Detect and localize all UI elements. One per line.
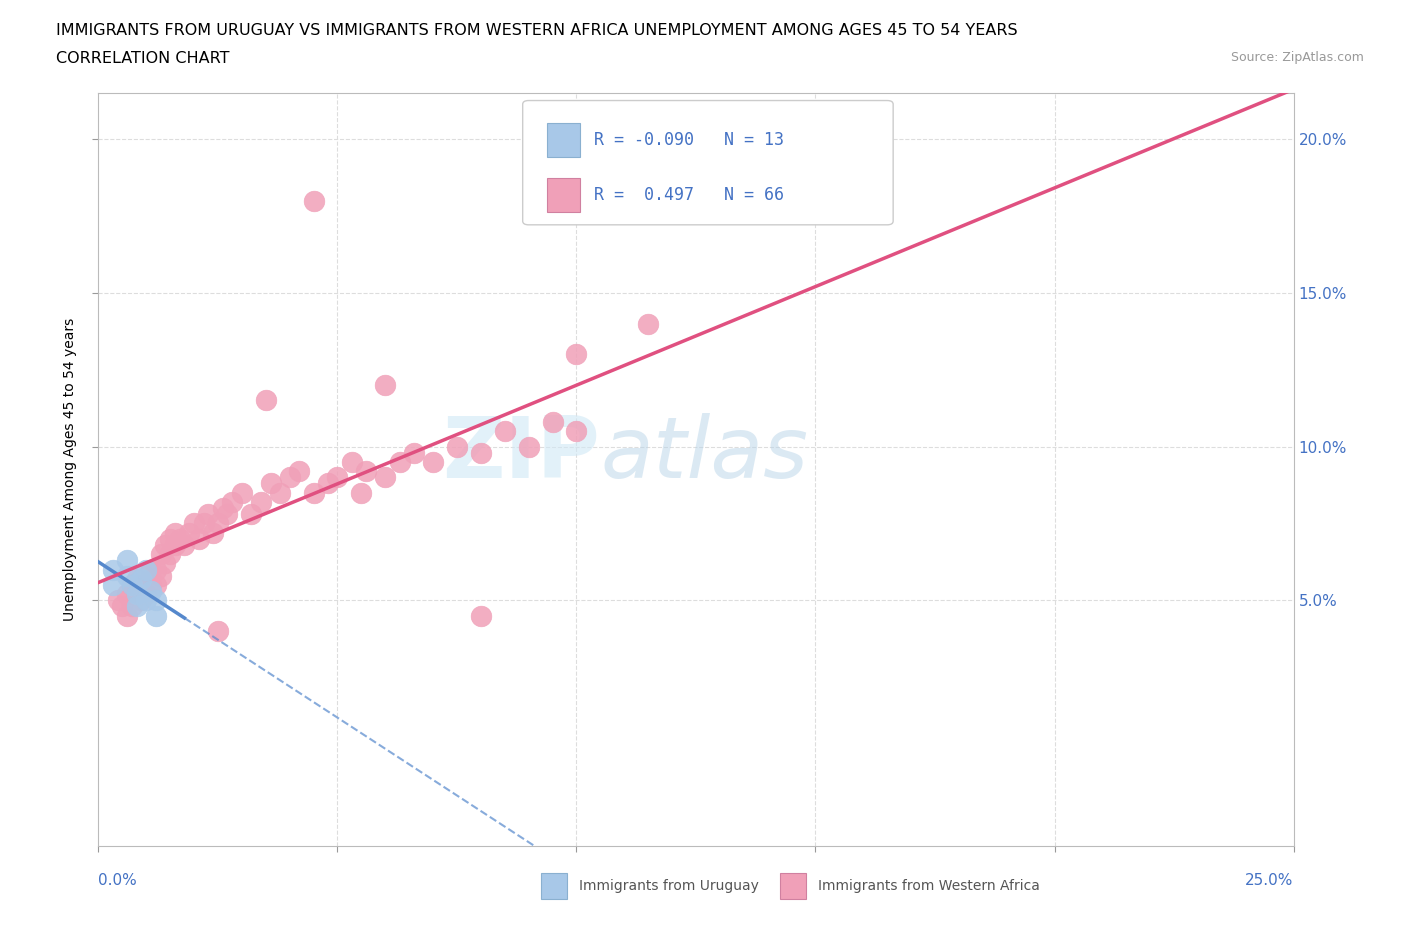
Text: R =  0.497   N = 66: R = 0.497 N = 66 (595, 186, 785, 204)
Point (131, 571, 153, 586)
Point (302, 485, 325, 500)
Point (125, 587, 148, 602)
Text: Immigrants from Uruguay: Immigrants from Uruguay (579, 879, 759, 893)
Point (125, 587, 148, 602)
Point (221, 495, 243, 510)
Point (135, 593, 157, 608)
Point (637, 316, 659, 331)
Point (145, 562, 167, 577)
Point (145, 608, 167, 623)
Text: atlas: atlas (600, 413, 808, 496)
Point (316, 476, 339, 491)
Point (149, 568, 172, 583)
Bar (547, 178, 581, 212)
Point (159, 531, 181, 546)
Text: CORRELATION CHART: CORRELATION CHART (56, 51, 229, 66)
Point (250, 495, 273, 510)
Point (135, 562, 157, 577)
Point (402, 445, 425, 460)
Point (254, 393, 277, 408)
Point (145, 578, 167, 592)
Point (183, 516, 205, 531)
Point (354, 464, 377, 479)
Point (517, 439, 540, 454)
Point (131, 578, 153, 592)
Point (326, 470, 349, 485)
Point (107, 593, 129, 608)
Text: IMMIGRANTS FROM URUGUAY VS IMMIGRANTS FROM WESTERN AFRICA UNEMPLOYMENT AMONG AGE: IMMIGRANTS FROM URUGUAY VS IMMIGRANTS FR… (56, 23, 1018, 38)
Text: 0.0%: 0.0% (98, 872, 138, 887)
Point (163, 538, 186, 552)
Point (259, 476, 281, 491)
Point (240, 507, 263, 522)
Point (340, 455, 363, 470)
Point (139, 584, 162, 599)
Point (145, 593, 167, 608)
Point (115, 587, 138, 602)
Text: R = -0.090   N = 13: R = -0.090 N = 13 (595, 131, 785, 149)
Point (121, 578, 143, 592)
Point (565, 424, 588, 439)
Point (115, 568, 138, 583)
Point (111, 599, 134, 614)
Point (159, 547, 181, 562)
Point (169, 531, 191, 546)
Point (388, 455, 411, 470)
Point (115, 608, 138, 623)
FancyBboxPatch shape (523, 100, 893, 225)
Bar (779, 872, 806, 899)
Point (121, 578, 143, 592)
Point (302, 193, 325, 208)
Bar (541, 872, 567, 899)
Point (163, 525, 186, 540)
Point (173, 538, 195, 552)
Point (541, 415, 564, 430)
Point (155, 556, 177, 571)
Point (470, 608, 492, 623)
Point (565, 347, 588, 362)
Text: 25.0%: 25.0% (1246, 872, 1294, 887)
Point (131, 593, 153, 608)
Y-axis label: Unemployment Among Ages 45 to 54 years: Unemployment Among Ages 45 to 54 years (63, 318, 77, 621)
Point (155, 538, 177, 552)
Point (135, 587, 157, 602)
Point (139, 578, 162, 592)
Point (446, 439, 468, 454)
Point (288, 464, 311, 479)
Point (193, 516, 215, 531)
Point (101, 578, 124, 592)
Point (494, 424, 516, 439)
Point (269, 485, 291, 500)
Text: ZIP: ZIP (443, 413, 600, 496)
Point (179, 525, 201, 540)
Point (374, 470, 396, 485)
Point (187, 531, 209, 546)
Point (217, 507, 239, 522)
Point (125, 571, 148, 586)
Point (231, 485, 253, 500)
Point (197, 507, 219, 522)
Point (135, 568, 157, 583)
Point (149, 547, 172, 562)
Point (115, 553, 138, 568)
Point (422, 455, 444, 470)
Point (207, 516, 229, 531)
Point (202, 525, 225, 540)
Point (211, 500, 233, 515)
Point (374, 378, 396, 392)
Text: Source: ZipAtlas.com: Source: ZipAtlas.com (1230, 51, 1364, 64)
Point (121, 599, 143, 614)
Point (125, 599, 148, 614)
Point (278, 470, 301, 485)
Point (350, 485, 373, 500)
Point (470, 445, 492, 460)
Text: Immigrants from Western Africa: Immigrants from Western Africa (818, 879, 1040, 893)
Point (139, 562, 162, 577)
Point (101, 562, 124, 577)
Bar (547, 123, 581, 157)
Point (207, 624, 229, 639)
